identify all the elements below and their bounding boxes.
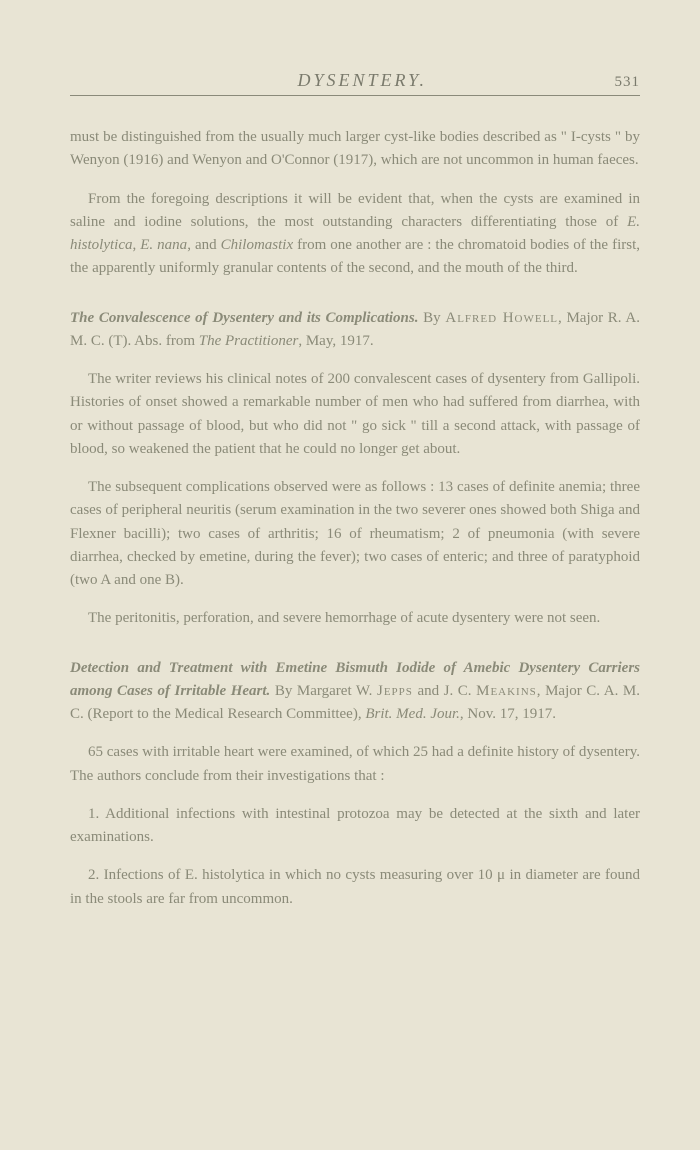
s2-p2: 1. Additional infections with intestinal… xyxy=(70,803,640,850)
p2-em3: Chilomastix xyxy=(221,237,294,253)
s1-date: , May, 1917. xyxy=(298,333,373,349)
s2-p3: 2. Infections of E. histolytica in which… xyxy=(70,864,640,911)
p2-em2: E. nana xyxy=(140,237,187,253)
s2-p1: 65 cases with irritable heart were exami… xyxy=(70,741,640,788)
section2-body: 65 cases with irritable heart were exami… xyxy=(70,741,640,911)
s1-p3: The peritonitis, perforation, and severe… xyxy=(70,607,640,630)
s1-journal: The Practitioner xyxy=(199,333,299,349)
s2-date: , Nov. 17, 1917. xyxy=(460,706,556,722)
section1-body: The writer reviews his clinical notes of… xyxy=(70,368,640,631)
p2-text-c: , and xyxy=(187,237,220,253)
s1-author-name: Alfred Howell xyxy=(445,310,558,326)
page-container: DYSENTERY. 531 must be distinguished fro… xyxy=(0,0,700,959)
section1-heading: The Convalescence of Dysentery and its C… xyxy=(70,307,640,354)
s1-p2: The subsequent complications observed we… xyxy=(70,476,640,592)
s2-author-b: and J. C. xyxy=(413,683,476,699)
s1-author-a: By xyxy=(418,310,445,326)
section1-title: The Convalescence of Dysentery and its C… xyxy=(70,310,418,326)
intro-p2: From the foregoing descriptions it will … xyxy=(70,188,640,281)
page-header: DYSENTERY. 531 xyxy=(70,70,640,96)
s2-author-name1: Jepps xyxy=(377,683,413,699)
intro-p1: must be distinguished from the usually m… xyxy=(70,126,640,173)
intro-block: must be distinguished from the usually m… xyxy=(70,126,640,281)
section2-heading: Detection and Treatment with Emetine Bis… xyxy=(70,657,640,727)
page-number: 531 xyxy=(615,74,641,91)
s2-journal: Brit. Med. Jour. xyxy=(365,706,460,722)
s2-author-a: By Margaret W. xyxy=(270,683,377,699)
s1-p1: The writer reviews his clinical notes of… xyxy=(70,368,640,461)
p2-text-a: From the foregoing descriptions it will … xyxy=(70,191,640,230)
header-title: DYSENTERY. xyxy=(110,70,615,91)
s2-author-name2: Meakins xyxy=(476,683,537,699)
